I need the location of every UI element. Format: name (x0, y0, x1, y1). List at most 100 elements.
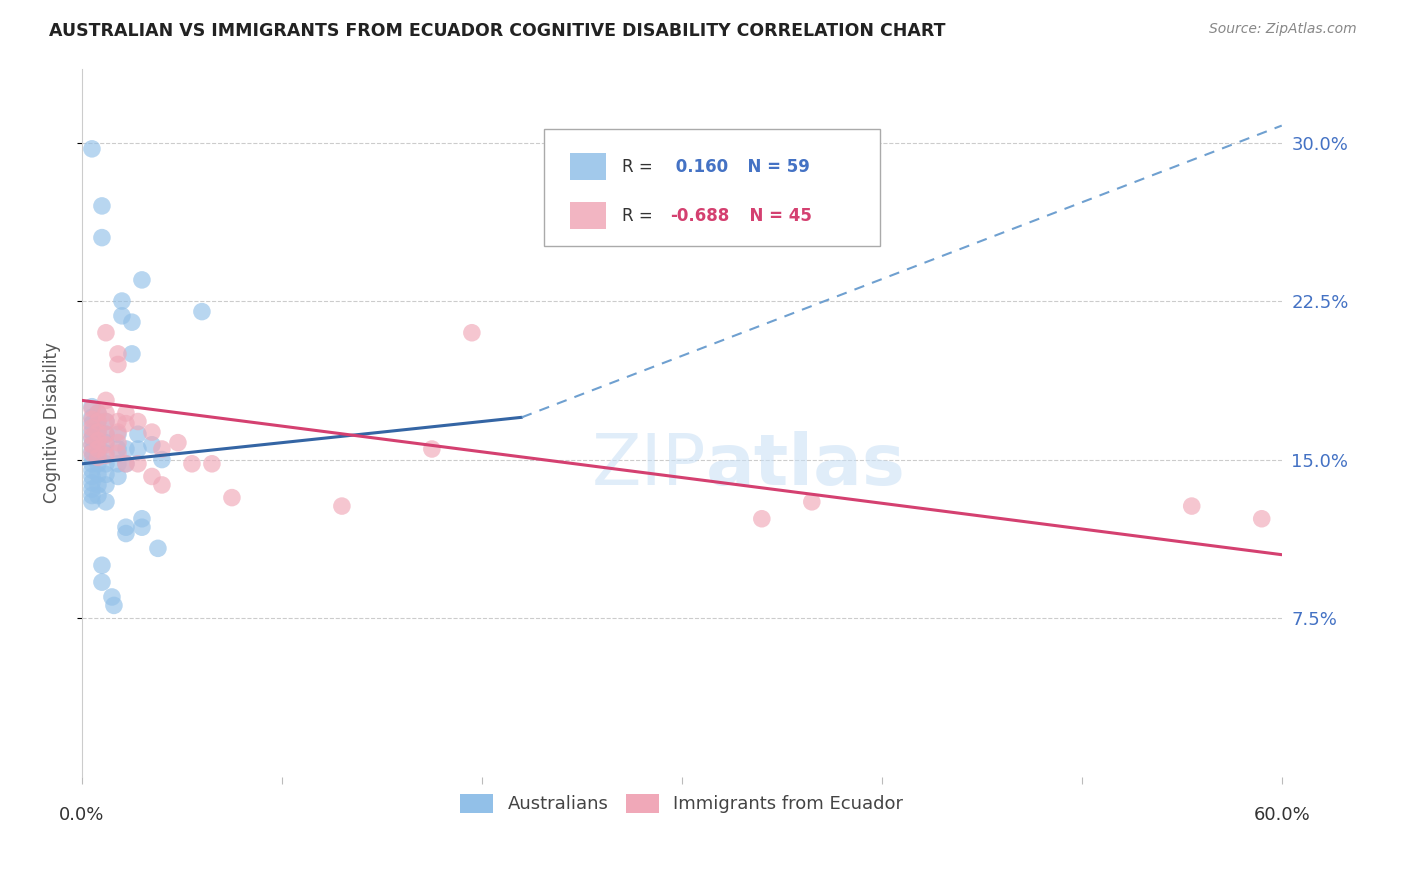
Point (103, 599, 125, 613)
Point (80, 475, 103, 490)
Point (80, 432, 103, 446)
Point (101, 590, 124, 604)
Point (127, 415, 149, 429)
Point (146, 541, 169, 556)
Point (107, 442, 129, 456)
Text: 60.0%: 60.0% (1253, 806, 1310, 824)
Point (91, 199, 114, 213)
Point (115, 526, 138, 541)
Point (94, 393, 117, 408)
Legend: Australians, Immigrants from Ecuador: Australians, Immigrants from Ecuador (453, 787, 911, 821)
Point (141, 438, 163, 452)
Point (107, 435, 129, 450)
Point (91, 575, 114, 590)
Point (121, 315, 143, 329)
Point (87, 425, 110, 439)
Point (131, 512, 153, 526)
Point (94, 415, 117, 429)
Point (87, 425, 110, 439)
Text: N = 45: N = 45 (738, 207, 813, 225)
Point (800, 495, 823, 509)
Point (107, 415, 129, 429)
Point (80, 425, 103, 439)
FancyBboxPatch shape (544, 128, 880, 245)
Point (80, 438, 103, 452)
Point (94, 435, 117, 450)
Point (107, 427, 129, 442)
FancyBboxPatch shape (571, 153, 606, 180)
Point (87, 434, 110, 448)
Point (94, 415, 117, 429)
Point (80, 400, 103, 414)
Point (461, 326, 484, 340)
Point (94, 448, 117, 462)
Point (87, 406, 110, 420)
Point (80, 469, 103, 483)
Point (107, 358, 129, 372)
Point (80, 417, 103, 431)
Point (80, 429, 103, 443)
Point (87, 415, 110, 429)
Point (87, 478, 110, 492)
Y-axis label: Cognitive Disability: Cognitive Disability (44, 343, 60, 503)
Point (80, 446, 103, 460)
Point (80, 482, 103, 496)
Point (127, 457, 149, 471)
Point (111, 309, 134, 323)
Point (167, 435, 190, 450)
Point (107, 469, 129, 483)
Point (127, 442, 149, 456)
Point (150, 442, 173, 456)
Point (751, 512, 773, 526)
Point (80, 438, 103, 452)
Point (1250, 512, 1272, 526)
Point (87, 435, 110, 450)
Point (94, 457, 117, 471)
Point (221, 491, 243, 505)
Point (107, 457, 129, 471)
Point (1181, 499, 1204, 513)
Point (330, 499, 353, 513)
Point (80, 410, 103, 425)
Point (87, 467, 110, 482)
Point (94, 446, 117, 460)
Point (115, 442, 138, 456)
Point (121, 347, 143, 361)
Point (115, 417, 138, 431)
Text: AUSTRALIAN VS IMMIGRANTS FROM ECUADOR COGNITIVE DISABILITY CORRELATION CHART: AUSTRALIAN VS IMMIGRANTS FROM ECUADOR CO… (49, 22, 946, 40)
Point (201, 457, 224, 471)
Point (181, 457, 204, 471)
Text: 0.0%: 0.0% (59, 806, 104, 824)
Point (94, 427, 117, 442)
Point (80, 421, 103, 435)
Text: Source: ZipAtlas.com: Source: ZipAtlas.com (1209, 22, 1357, 37)
Point (87, 457, 110, 471)
FancyBboxPatch shape (571, 202, 606, 229)
Point (80, 450, 103, 465)
Point (80, 142, 103, 156)
Point (150, 478, 173, 492)
Point (191, 304, 214, 318)
Point (94, 438, 117, 452)
Point (80, 401, 103, 416)
Text: ZIP: ZIP (592, 431, 706, 500)
Text: N = 59: N = 59 (735, 158, 810, 176)
Point (87, 406, 110, 420)
Point (131, 273, 153, 287)
Point (91, 230, 114, 244)
Point (94, 326, 117, 340)
Point (87, 415, 110, 429)
Point (107, 446, 129, 460)
Point (87, 450, 110, 465)
Point (115, 520, 138, 534)
Point (107, 347, 129, 361)
Point (80, 463, 103, 477)
Point (141, 425, 163, 439)
Text: R =: R = (621, 207, 658, 225)
Point (115, 457, 138, 471)
Point (94, 406, 117, 420)
Point (80, 488, 103, 502)
Point (115, 457, 138, 471)
Point (420, 442, 443, 456)
Point (80, 495, 103, 509)
